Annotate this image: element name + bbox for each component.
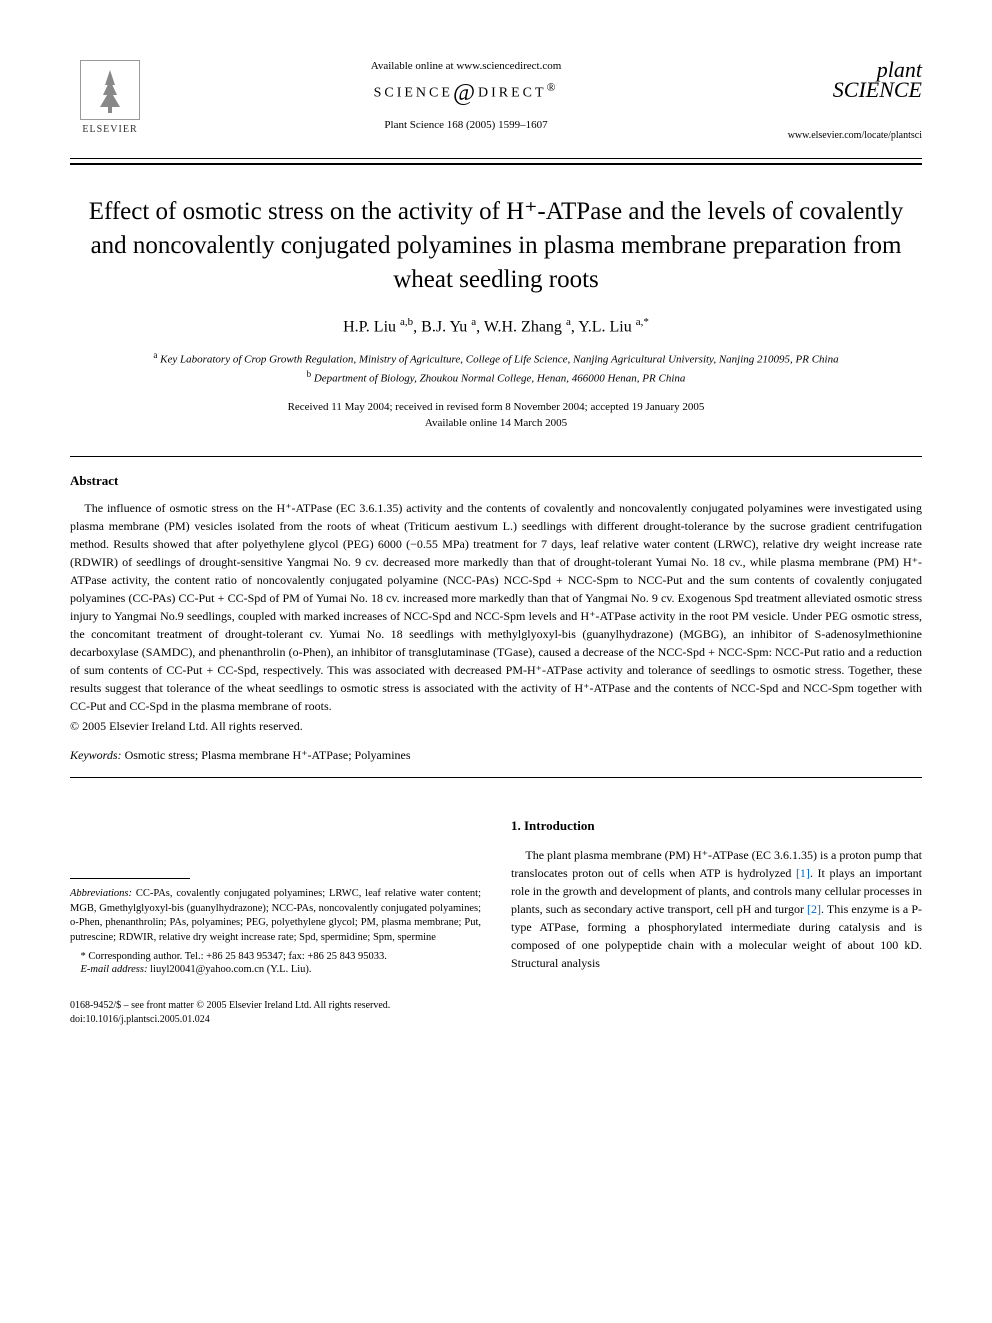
plant-science-logo: plant SCIENCE [782, 60, 922, 100]
email-line: E-mail address: liuyl20041@yahoo.com.cn … [70, 964, 481, 975]
elsevier-logo: ELSEVIER [70, 60, 150, 150]
abbreviations-footnote: Abbreviations: CC-PAs, covalently conjug… [70, 887, 481, 946]
article-title: Effect of osmotic stress on the activity… [70, 195, 922, 296]
two-column-layout: Abbreviations: CC-PAs, covalently conjug… [70, 818, 922, 975]
header-divider-2 [70, 163, 922, 165]
available-online-text: Available online at www.sciencedirect.co… [170, 60, 762, 72]
right-column: 1. Introduction The plant plasma membran… [511, 818, 922, 975]
abbrev-label: Abbreviations: [70, 888, 132, 899]
elsevier-text: ELSEVIER [82, 124, 137, 135]
corresponding-author: * Corresponding author. Tel.: +86 25 843… [70, 950, 481, 965]
intro-ref2[interactable]: [2] [807, 902, 821, 916]
journal-reference: Plant Science 168 (2005) 1599–1607 [170, 119, 762, 131]
affiliation-b: Department of Biology, Zhoukou Normal Co… [314, 372, 686, 384]
bottom-info: 0168-9452/$ – see front matter © 2005 El… [70, 999, 922, 1027]
abbrev-text: CC-PAs, covalently conjugated polyamines… [70, 888, 481, 943]
issn-line: 0168-9452/$ – see front matter © 2005 El… [70, 999, 922, 1013]
introduction-heading: 1. Introduction [511, 818, 922, 834]
keywords-label: Keywords: [70, 748, 122, 762]
sd-suffix: DIRECT [478, 86, 547, 101]
header-divider-1 [70, 158, 922, 159]
sciencedirect-logo: SCIENCE@DIRECT® [170, 80, 762, 107]
footnotes-divider [70, 878, 190, 879]
elsevier-tree-icon [80, 60, 140, 120]
intro-ref1[interactable]: [1] [796, 866, 810, 880]
keywords-divider [70, 777, 922, 778]
online-date: Available online 14 March 2005 [70, 415, 922, 432]
keywords-text: Osmotic stress; Plasma membrane H⁺-ATPas… [125, 748, 411, 762]
authors: H.P. Liu a,b, B.J. Yu a, W.H. Zhang a, Y… [70, 316, 922, 336]
affiliations: a Key Laboratory of Crop Growth Regulati… [70, 349, 922, 387]
sd-prefix: SCIENCE [374, 86, 453, 101]
header-row: ELSEVIER Available online at www.science… [70, 60, 922, 150]
plant-line2: SCIENCE [802, 80, 922, 100]
abstract-text: The influence of osmotic stress on the H… [70, 499, 922, 715]
introduction-text: The plant plasma membrane (PM) H⁺-ATPase… [511, 846, 922, 972]
abstract-copyright: © 2005 Elsevier Ireland Ltd. All rights … [70, 719, 922, 734]
abstract-heading: Abstract [70, 473, 922, 489]
center-header: Available online at www.sciencedirect.co… [150, 60, 782, 131]
affiliation-a: Key Laboratory of Crop Growth Regulation… [160, 353, 839, 365]
journal-logo: plant SCIENCE www.elsevier.com/locate/pl… [782, 60, 922, 141]
sd-at-icon: @ [453, 80, 478, 106]
article-dates: Received 11 May 2004; received in revise… [70, 399, 922, 432]
left-column: Abbreviations: CC-PAs, covalently conjug… [70, 818, 481, 975]
abstract-divider-top [70, 456, 922, 457]
email-value: liuyl20041@yahoo.com.cn (Y.L. Liu). [150, 964, 311, 975]
doi-line: doi:10.1016/j.plantsci.2005.01.024 [70, 1013, 922, 1027]
journal-url: www.elsevier.com/locate/plantsci [782, 130, 922, 141]
email-label: E-mail address: [81, 964, 148, 975]
received-date: Received 11 May 2004; received in revise… [70, 399, 922, 416]
keywords: Keywords: Osmotic stress; Plasma membran… [70, 748, 922, 763]
